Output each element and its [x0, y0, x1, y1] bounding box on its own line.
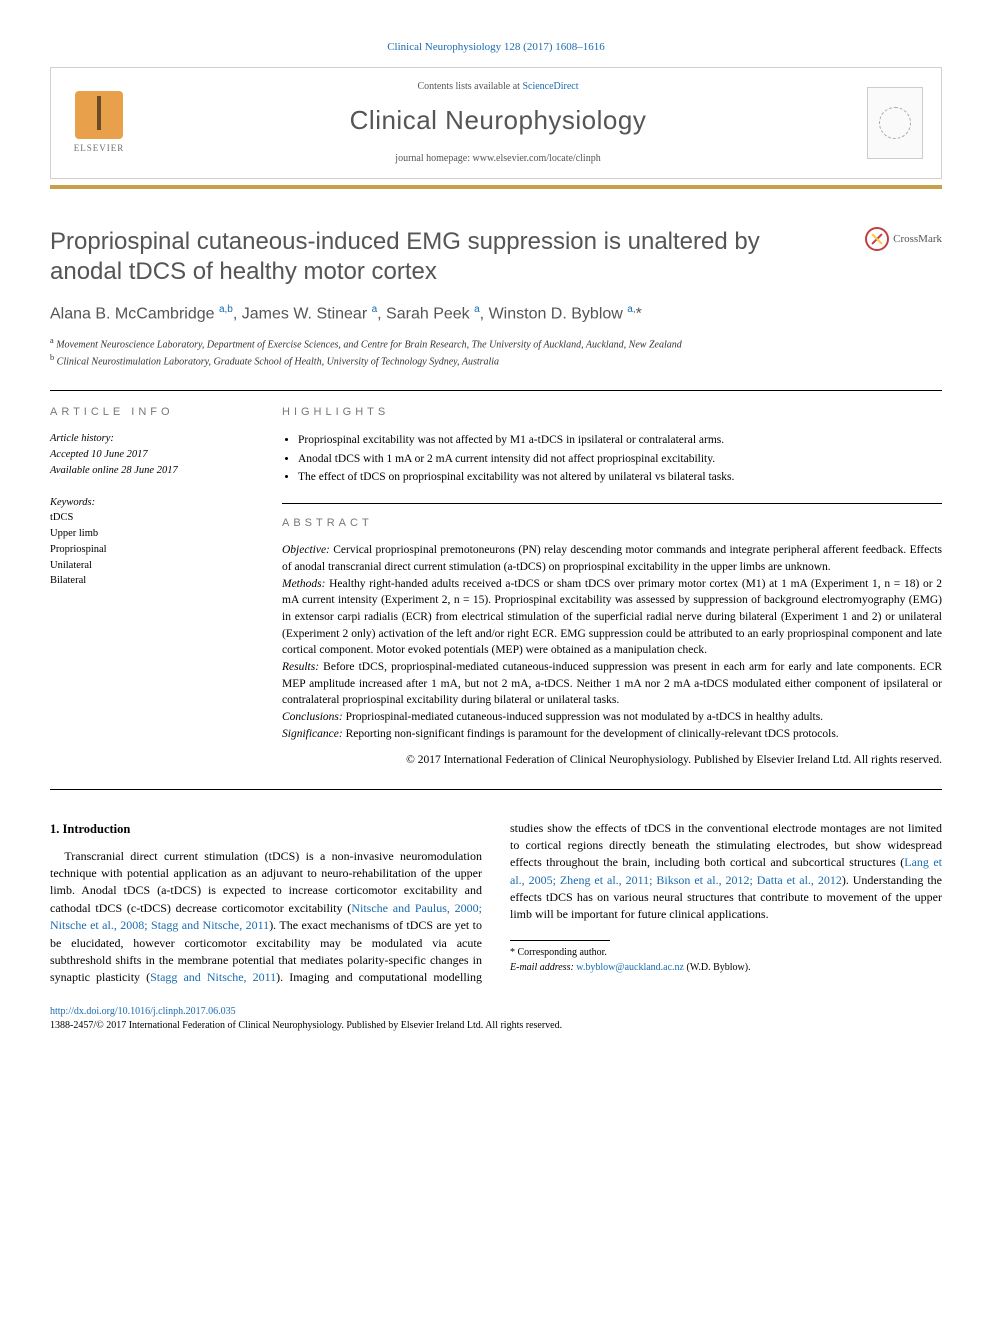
journal-name: Clinical Neurophysiology	[149, 103, 847, 138]
abstract-label: Conclusions:	[282, 711, 343, 723]
email-line: E-mail address: w.byblow@auckland.ac.nz …	[510, 960, 942, 975]
footnotes: * Corresponding author. E-mail address: …	[510, 945, 942, 975]
divider-bottom	[50, 789, 942, 790]
article-title: Propriospinal cutaneous-induced EMG supp…	[50, 227, 865, 287]
crossmark-badge[interactable]: CrossMark	[865, 227, 942, 251]
online-date: Available online 28 June 2017	[50, 463, 250, 479]
homepage-prefix: journal homepage:	[395, 153, 472, 164]
keyword-item: Bilateral	[50, 573, 250, 589]
divider-top	[50, 390, 942, 391]
elsevier-tree-icon	[75, 91, 123, 139]
highlights-heading: HIGHLIGHTS	[282, 405, 942, 420]
journal-citation: Clinical Neurophysiology 128 (2017) 1608…	[50, 40, 942, 55]
abstract-section: Results: Before tDCS, propriospinal-medi…	[282, 659, 942, 709]
keywords-list: tDCSUpper limbPropriospinalUnilateralBil…	[50, 510, 250, 589]
publisher-label: ELSEVIER	[74, 142, 125, 154]
abstract-section: Conclusions: Propriospinal-mediated cuta…	[282, 709, 942, 726]
body-columns: 1. Introduction Transcranial direct curr…	[50, 820, 942, 987]
keyword-item: Upper limb	[50, 526, 250, 542]
abstract-copyright: © 2017 International Federation of Clini…	[282, 752, 942, 768]
footnote-rule	[510, 940, 610, 941]
issn-copyright: 1388-2457/© 2017 International Federatio…	[50, 1019, 942, 1033]
keyword-item: Propriospinal	[50, 542, 250, 558]
journal-cover-thumb	[867, 87, 923, 159]
journal-homepage: journal homepage: www.elsevier.com/locat…	[149, 152, 847, 166]
abstract-label: Methods:	[282, 578, 325, 590]
affiliations: a Movement Neuroscience Laboratory, Depa…	[50, 335, 942, 370]
contents-prefix: Contents lists available at	[417, 81, 522, 92]
affiliation-b-text: Clinical Neurostimulation Laboratory, Gr…	[57, 357, 499, 368]
sciencedirect-link[interactable]: ScienceDirect	[522, 81, 578, 92]
abstract-text: Propriospinal-mediated cutaneous-induced…	[343, 711, 823, 723]
article-info-heading: ARTICLE INFO	[50, 405, 250, 420]
crossmark-label: CrossMark	[893, 232, 942, 247]
keyword-item: Unilateral	[50, 558, 250, 574]
abstract-section: Significance: Reporting non-significant …	[282, 726, 942, 743]
keywords-label: Keywords:	[50, 495, 250, 511]
ref-stagg[interactable]: Stagg and Nitsche, 2011	[150, 970, 276, 984]
highlight-item: Anodal tDCS with 1 mA or 2 mA current in…	[298, 450, 942, 468]
affiliation-a-text: Movement Neuroscience Laboratory, Depart…	[56, 339, 682, 350]
doi-link[interactable]: http://dx.doi.org/10.1016/j.clinph.2017.…	[50, 1006, 236, 1017]
email-label: E-mail address:	[510, 962, 574, 973]
abstract-label: Significance:	[282, 728, 343, 740]
crossmark-icon	[865, 227, 889, 251]
history-label: Article history:	[50, 431, 250, 447]
abstract-body: Objective: Cervical propriospinal premot…	[282, 542, 942, 742]
section-1-heading: 1. Introduction	[50, 820, 482, 838]
gold-divider	[50, 185, 942, 189]
keyword-item: tDCS	[50, 510, 250, 526]
section-num: 1.	[50, 822, 59, 836]
abstract-label: Results:	[282, 661, 319, 673]
section-title: Introduction	[63, 822, 131, 836]
highlight-item: Propriospinal excitability was not affec…	[298, 431, 942, 449]
authors-line: Alana B. McCambridge a,b, James W. Stine…	[50, 303, 942, 325]
affiliation-b: b Clinical Neurostimulation Laboratory, …	[50, 352, 942, 369]
abstract-heading: ABSTRACT	[282, 516, 942, 531]
highlights-list: Propriospinal excitability was not affec…	[282, 431, 942, 486]
homepage-url: www.elsevier.com/locate/clinph	[473, 153, 601, 164]
abstract-text: Reporting non-significant findings is pa…	[343, 728, 839, 740]
publisher-logo: ELSEVIER	[69, 91, 129, 154]
affiliation-a: a Movement Neuroscience Laboratory, Depa…	[50, 335, 942, 352]
abstract-text: Healthy right-handed adults received a-t…	[282, 578, 942, 657]
email-link[interactable]: w.byblow@auckland.ac.nz	[576, 962, 684, 973]
doi-block: http://dx.doi.org/10.1016/j.clinph.2017.…	[50, 1005, 942, 1033]
highlight-item: The effect of tDCS on propriospinal exci…	[298, 468, 942, 486]
abstract-text: Before tDCS, propriospinal-mediated cuta…	[282, 661, 942, 706]
abstract-section: Objective: Cervical propriospinal premot…	[282, 542, 942, 575]
journal-header: ELSEVIER Contents lists available at Sci…	[50, 67, 942, 179]
contents-available: Contents lists available at ScienceDirec…	[149, 80, 847, 94]
email-name: (W.D. Byblow).	[687, 962, 751, 973]
corresponding-author: * Corresponding author.	[510, 945, 942, 960]
abstract-text: Cervical propriospinal premotoneurons (P…	[282, 544, 942, 573]
accepted-date: Accepted 10 June 2017	[50, 447, 250, 463]
abstract-section: Methods: Healthy right-handed adults rec…	[282, 576, 942, 659]
abstract-label: Objective:	[282, 544, 330, 556]
